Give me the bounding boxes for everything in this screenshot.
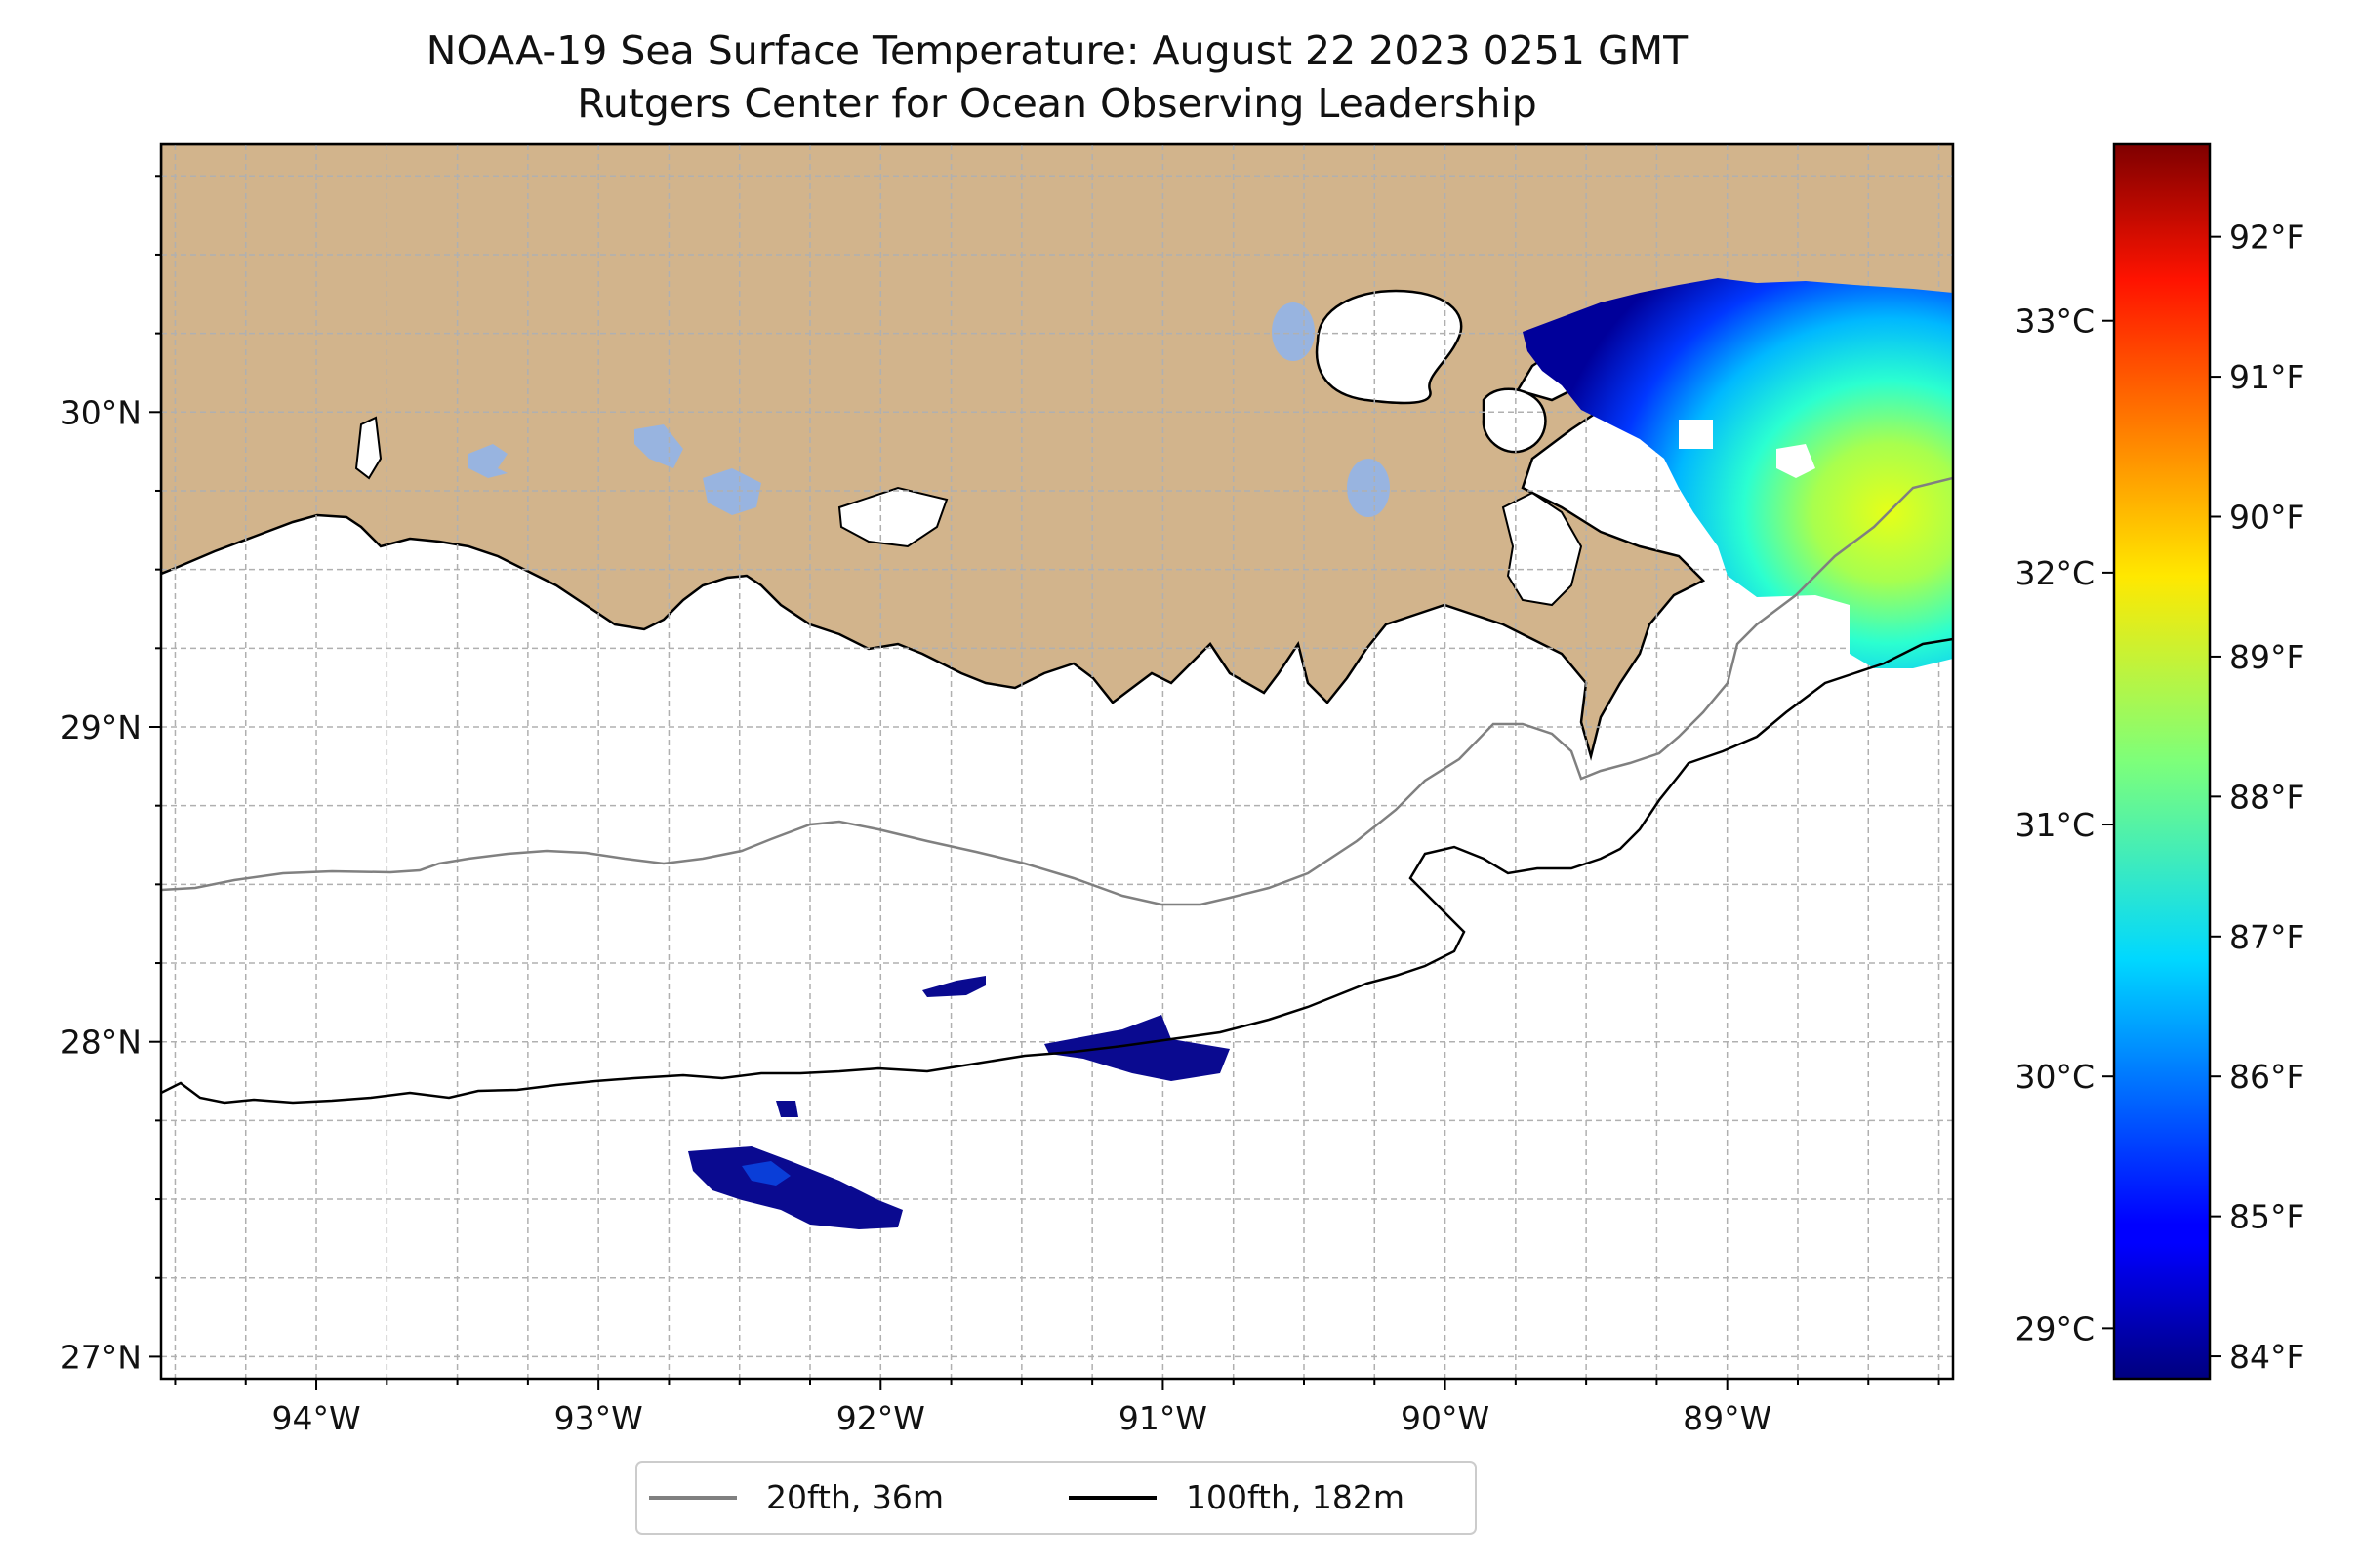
sabine-lake [354,416,383,480]
map-frame [159,142,1955,1381]
sst-patch-east [1523,278,1953,668]
fahrenheit-tick-label: 92°F [2229,219,2304,257]
sst-gap-2 [1776,444,1815,478]
fahrenheit-tick-label: 84°F [2229,1338,2304,1376]
vermilion-bay [837,486,949,548]
lat-tick-label: 27°N [61,1338,142,1376]
inland-lake-5 [703,468,761,515]
legend-box [635,1461,1477,1535]
inland-lake-4 [634,424,683,468]
lat-tick-label: 30°N [61,393,142,431]
fahrenheit-tick-label: 90°F [2229,499,2304,537]
lon-tick-label: 93°W [554,1399,643,1437]
colorbar-scale [2112,142,2212,1381]
lake-pontchartrain [1315,289,1463,405]
lon-tick-label: 92°W [836,1399,925,1437]
sst-patch-south-mid [742,1161,791,1186]
inland-lake-3 [468,444,508,478]
sst-patch-tiny [776,1101,798,1117]
fahrenheit-tick-label: 91°F [2229,358,2304,396]
celsius-tick-label: 31°C [2014,806,2095,844]
fahrenheit-tick-label: 85°F [2229,1198,2304,1236]
sst-gap-1 [1679,420,1713,449]
celsius-tick-label: 33°C [2014,302,2095,341]
longitude-ticks: 94°W 93°W 92°W 91°W 90°W 89°W [174,1379,1940,1437]
fahrenheit-tick-label: 89°F [2229,638,2304,676]
inland-lake-1 [1272,302,1315,361]
legend: 20fth, 36m 100fth, 182m [635,1461,1477,1535]
isobath-20fth [161,476,1953,906]
celsius-tick-label: 30°C [2014,1058,2095,1096]
celsius-tick-label: 29°C [2014,1309,2095,1347]
colorbar-fahrenheit-ticks: 84°F 85°F 86°F 87°F 88°F 89°F 90°F 91°F 92°F [2210,219,2304,1376]
sst-patch-mid [1044,1015,1230,1081]
inland-lake-2 [1347,459,1390,517]
lat-tick-label: 28°N [61,1024,142,1062]
figure-title: NOAA-19 Sea Surface Temperature: August … [427,27,1689,74]
lat-tick-label: 29°N [61,708,142,746]
celsius-tick-label: 32°C [2014,554,2095,592]
map-panel: 94°W 93°W 92°W 91°W 90°W 89°W 27°N 28°N 29°N 30°… [61,142,1955,1437]
colorbar-celsius-ticks: 29°C 30°C 31°C 32°C 33°C [2014,302,2114,1347]
lon-tick-label: 89°W [1683,1399,1771,1437]
lon-tick-label: 94°W [271,1399,360,1437]
sst-patch-south [688,1146,903,1229]
fahrenheit-tick-label: 87°F [2229,918,2304,956]
latitude-ticks: 27°N 28°N 29°N 30°N [61,175,161,1376]
barataria-bay [1501,491,1583,607]
colorbar: 29°C 30°C 31°C 32°C 33°C 84°F 85°F 86°F 87°F 88°… [2014,142,2304,1381]
figure-subtitle: Rutgers Center for Ocean Observing Leade… [577,80,1537,127]
graticule [161,144,1953,1379]
fahrenheit-tick-label: 86°F [2229,1058,2304,1096]
legend-label-20fth: 20fth, 36m [766,1478,944,1516]
fahrenheit-tick-label: 88°F [2229,778,2304,816]
lake-borgne [1482,387,1547,454]
sst-patch-small [922,976,986,997]
lon-tick-label: 91°W [1119,1399,1207,1437]
isobath-100fth [161,637,1953,1105]
lon-tick-label: 90°W [1401,1399,1489,1437]
legend-label-100fth: 100fth, 182m [1186,1478,1404,1516]
